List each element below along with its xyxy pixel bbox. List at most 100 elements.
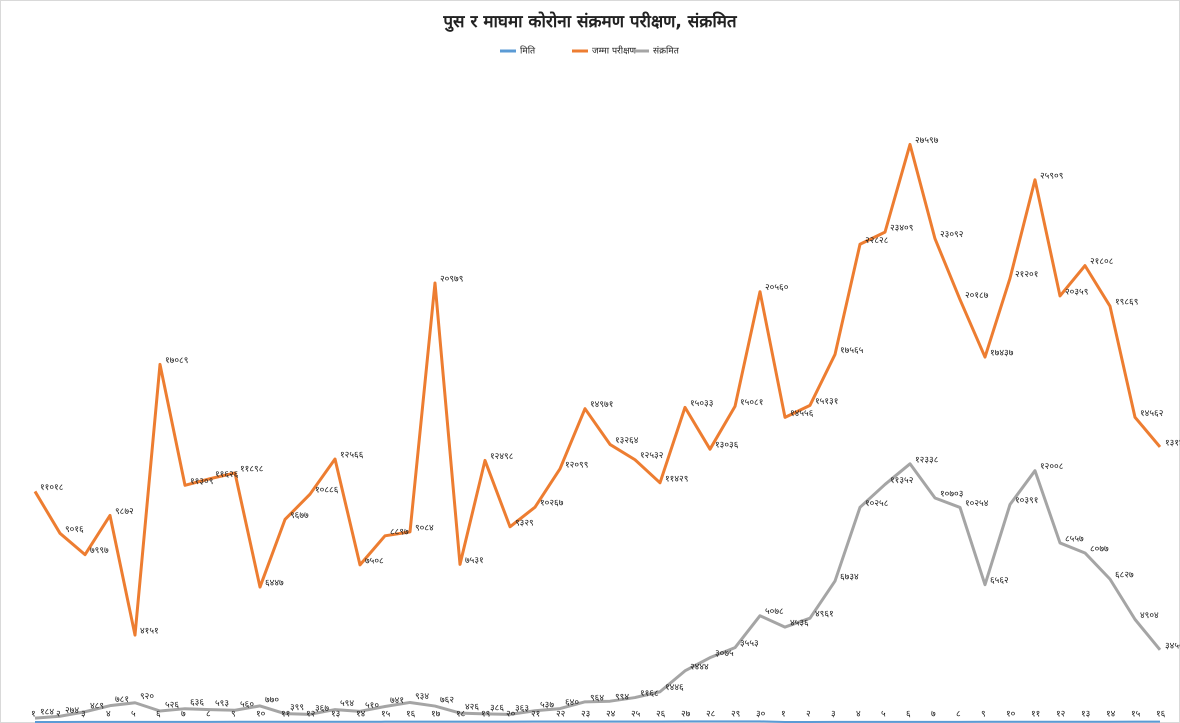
data-label: २०१८७ (965, 291, 989, 301)
data-label: ३९९ (290, 703, 304, 713)
data-label: १६ (1156, 710, 1166, 720)
data-label: १२ (1056, 710, 1066, 720)
data-label: ४१५१ (140, 627, 159, 637)
data-label: ७७० (265, 695, 279, 705)
data-label: १८ (456, 710, 466, 720)
data-label: ८८९७ (390, 527, 409, 537)
data-label: १६ (406, 710, 416, 720)
data-label: २२ (556, 710, 566, 720)
data-label: १२४९८ (490, 452, 514, 462)
data-label: ३ (831, 710, 836, 720)
data-label: ९३२९ (515, 518, 534, 528)
data-label: १५ (381, 710, 391, 720)
data-label: ३ (81, 710, 86, 720)
data-label: १२०९९ (565, 460, 588, 470)
data-label: २९ (731, 710, 740, 720)
data-label: ७४१ (390, 696, 404, 706)
data-label: ६३६ (190, 698, 204, 708)
data-label: ४२६ (465, 703, 479, 713)
data-label: १० (1006, 710, 1016, 720)
data-label: २४ (606, 710, 616, 720)
data-label: २१२०१ (1015, 270, 1038, 280)
data-label: ४ (856, 710, 861, 720)
data-label: ४ (106, 710, 111, 720)
data-label: २०५६० (765, 283, 789, 293)
data-label: ५२६ (165, 700, 179, 710)
data-label: १०७०३ (940, 490, 963, 500)
data-label: ४९०४ (1140, 611, 1159, 621)
data-label: ३०७५ (715, 649, 734, 659)
data-label: १९८६९ (1115, 298, 1138, 308)
data-label: ३५५३ (740, 639, 759, 649)
data-label: १ (781, 710, 786, 720)
data-label: १२००८ (1040, 462, 1064, 472)
data-label: ५ (131, 710, 136, 720)
data-label: ९ (231, 710, 236, 720)
data-label: ९२० (140, 692, 154, 702)
data-label: ६४० (565, 698, 579, 708)
data-label: १३ (331, 710, 340, 720)
data-label: १२५३२ (640, 451, 664, 461)
data-label: १४५५६ (790, 409, 814, 419)
data-label: ७ (931, 710, 936, 720)
data-label: ३८६ (490, 703, 504, 713)
data-label: ११३०९ (190, 477, 213, 487)
data-label: ६७३४ (840, 573, 859, 583)
data-label: २३४०९ (890, 224, 913, 234)
data-label: १३०३६ (715, 441, 739, 451)
data-label: ११ (1031, 710, 1040, 720)
data-label: १३ (1081, 710, 1090, 720)
data-label: १२५६६ (340, 451, 364, 461)
data-label: ११ (281, 710, 290, 720)
data-label: ७६२ (440, 696, 454, 706)
data-label: १४ (1106, 710, 1116, 720)
data-label: ७ (181, 710, 186, 720)
data-label: २२८२८ (865, 236, 889, 246)
data-label: ४८९ (90, 701, 104, 711)
data-label: २८ (706, 710, 716, 720)
data-label: ९ (981, 710, 986, 720)
data-label: १५ (1131, 710, 1141, 720)
data-label: २७ (681, 710, 691, 720)
data-label: ६ (906, 710, 911, 720)
data-label: ६ (156, 710, 161, 720)
data-label: १४५६२ (1140, 409, 1164, 419)
data-label: २७५९७ (915, 136, 939, 146)
data-label: ७८१ (115, 695, 129, 705)
data-label: १३२६४ (615, 436, 639, 446)
data-label: ४५३६ (790, 619, 809, 629)
data-label: २३०९२ (940, 230, 964, 240)
data-label: १०२५८ (865, 499, 889, 509)
data-label: २६ (656, 710, 666, 720)
data-label: १९ (481, 710, 490, 720)
data-label: ६५६२ (990, 576, 1009, 586)
data-label: ११८९८ (240, 465, 264, 475)
data-label: ८ (956, 710, 961, 720)
data-label: १५०८१ (740, 398, 763, 408)
data-label: ६८२७ (1115, 571, 1134, 581)
data-label: १७४३७ (990, 349, 1014, 359)
data-label: १२ (306, 710, 316, 720)
data-label: ९९४ (615, 693, 629, 703)
data-label: ५३७ (540, 700, 554, 710)
data-label: ११६२६ (215, 470, 239, 480)
data-label: १४९७१ (590, 400, 613, 410)
data-label: १०८८६ (315, 486, 339, 496)
series-line (34, 720, 1161, 723)
data-label: ११३५२ (890, 476, 914, 486)
data-label: १७०८९ (165, 356, 188, 366)
data-label: ४९६१ (815, 610, 834, 620)
series-line (33, 142, 1162, 637)
data-label: ९६७७ (290, 511, 309, 521)
data-label: ८०७७ (1090, 544, 1109, 554)
data-label: ५९३ (215, 699, 229, 709)
data-label: ८५५७ (1065, 534, 1084, 544)
data-label: २ (806, 710, 811, 720)
legend-label: संक्रमित (653, 45, 680, 57)
data-label: १५०३३ (690, 399, 713, 409)
data-label: १५१३१ (815, 397, 838, 407)
data-label: १०३९१ (1015, 496, 1038, 506)
data-label: २५९०९ (1040, 171, 1063, 181)
data-label: २३ (581, 710, 590, 720)
